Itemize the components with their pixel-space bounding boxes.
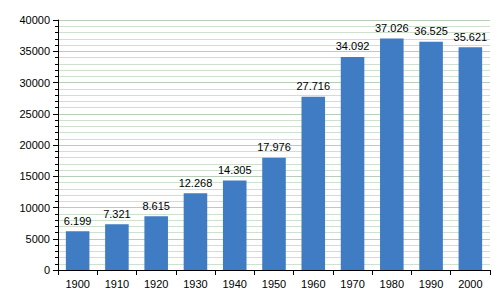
svg-text:35000: 35000 bbox=[19, 45, 50, 57]
svg-text:1920: 1920 bbox=[144, 278, 168, 290]
svg-text:1960: 1960 bbox=[301, 278, 325, 290]
svg-text:14.305: 14.305 bbox=[218, 164, 252, 176]
svg-text:12.268: 12.268 bbox=[179, 177, 213, 189]
svg-text:20000: 20000 bbox=[19, 139, 50, 151]
svg-text:1970: 1970 bbox=[340, 278, 364, 290]
svg-text:15000: 15000 bbox=[19, 170, 50, 182]
svg-text:35.621: 35.621 bbox=[454, 31, 488, 43]
svg-text:1980: 1980 bbox=[380, 278, 404, 290]
svg-text:40000: 40000 bbox=[19, 14, 50, 26]
svg-text:17.976: 17.976 bbox=[257, 141, 291, 153]
svg-text:30000: 30000 bbox=[19, 77, 50, 89]
svg-text:8.615: 8.615 bbox=[142, 200, 170, 212]
svg-text:27.716: 27.716 bbox=[296, 80, 330, 92]
svg-text:5000: 5000 bbox=[26, 233, 50, 245]
svg-text:34.092: 34.092 bbox=[336, 40, 370, 52]
svg-text:1940: 1940 bbox=[222, 278, 246, 290]
svg-text:25000: 25000 bbox=[19, 108, 50, 120]
svg-text:36.525: 36.525 bbox=[414, 25, 448, 37]
svg-text:7.321: 7.321 bbox=[103, 208, 131, 220]
svg-text:1910: 1910 bbox=[105, 278, 129, 290]
svg-text:1950: 1950 bbox=[262, 278, 286, 290]
svg-text:1930: 1930 bbox=[183, 278, 207, 290]
svg-text:10000: 10000 bbox=[19, 202, 50, 214]
svg-text:1990: 1990 bbox=[419, 278, 443, 290]
svg-text:37.026: 37.026 bbox=[375, 22, 409, 34]
svg-text:0: 0 bbox=[44, 264, 50, 276]
svg-text:2000: 2000 bbox=[458, 278, 482, 290]
svg-text:6.199: 6.199 bbox=[64, 215, 92, 227]
svg-text:1900: 1900 bbox=[65, 278, 89, 290]
